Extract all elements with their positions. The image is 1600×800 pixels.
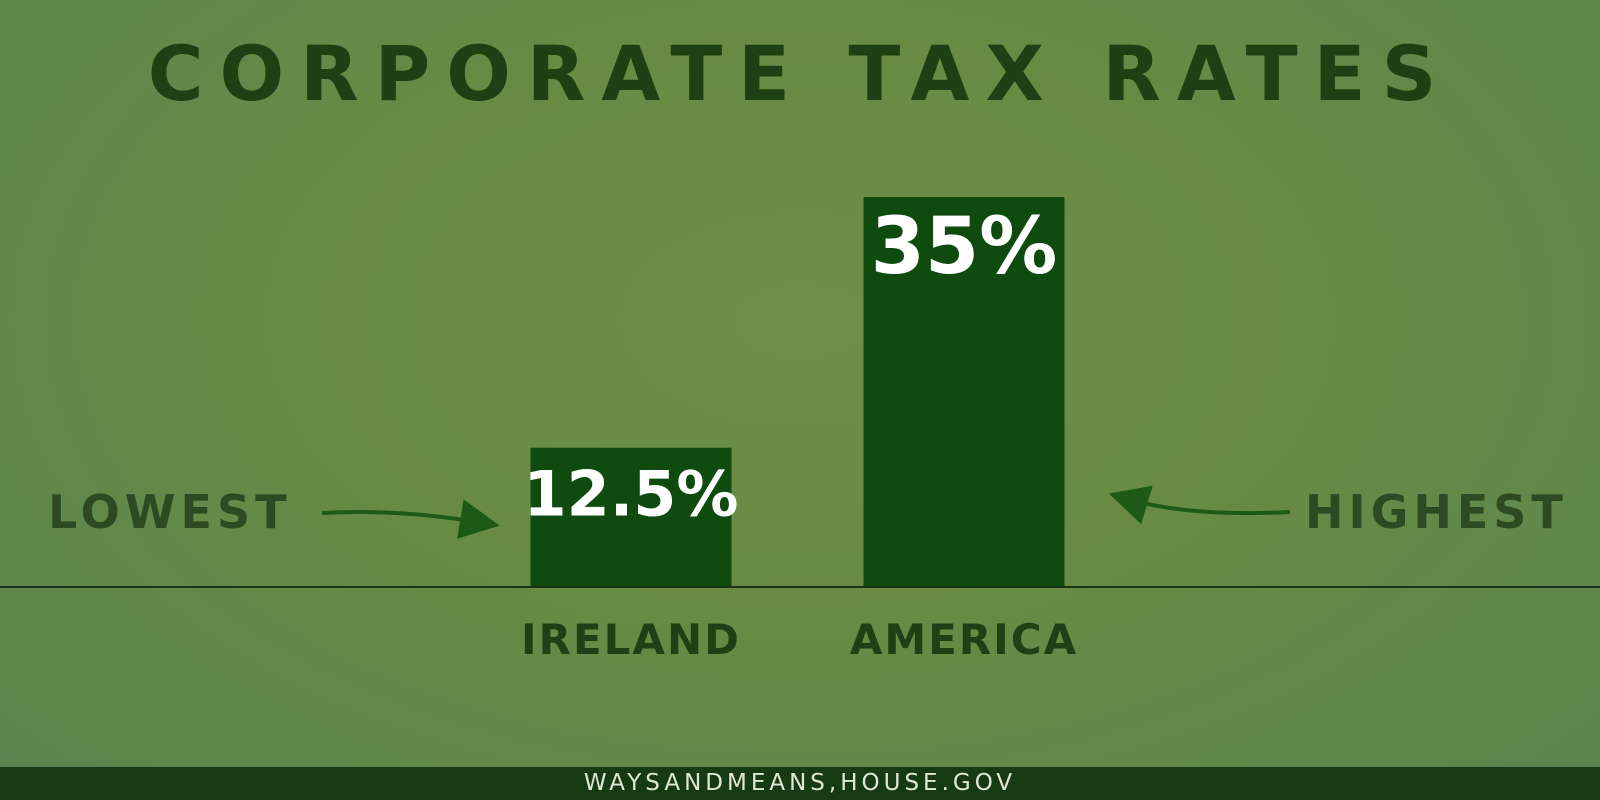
lowest-annotation: LOWEST bbox=[48, 485, 292, 539]
category-label-ireland: IRELAND bbox=[521, 615, 741, 664]
chart-title: CORPORATE TAX RATES bbox=[147, 29, 1453, 118]
footer-url: WAYSANDMEANS,HOUSE.GOV bbox=[0, 767, 1600, 800]
category-label-america: AMERICA bbox=[850, 615, 1078, 664]
arrow-left-icon bbox=[1108, 485, 1291, 525]
highest-annotation: HIGHEST bbox=[1305, 485, 1568, 539]
value-label-america: 35% bbox=[871, 202, 1058, 292]
bar-america bbox=[863, 197, 1065, 587]
bar-ireland bbox=[530, 447, 732, 587]
value-label-ireland: 12.5% bbox=[523, 458, 738, 531]
arrow-right-icon bbox=[321, 499, 500, 539]
